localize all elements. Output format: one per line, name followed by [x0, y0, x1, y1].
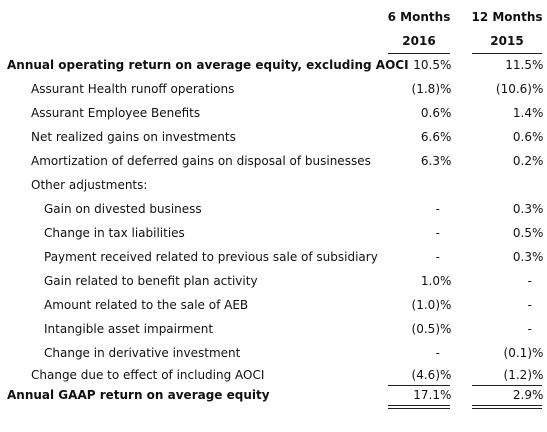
- col1-total-double-rule-bottom: [388, 408, 450, 409]
- table-row-total: Annual GAAP return on average equity 17.…: [0, 386, 547, 404]
- row-value-2015: -: [527, 322, 532, 336]
- row-label: Other adjustments:: [31, 178, 148, 192]
- table-row: Change in derivative investment - (0.1)%: [0, 344, 547, 362]
- row-value-2015: 0.3%: [512, 202, 544, 216]
- table-row: Intangible asset impairment (0.5)% -: [0, 320, 547, 338]
- row-value-2015: 11.5%: [505, 58, 544, 72]
- row-value-2016: -: [435, 226, 440, 240]
- table-row: Change in tax liabilities - 0.5%: [0, 224, 547, 242]
- row-label: Change in derivative investment: [44, 346, 241, 360]
- row-label: Gain on divested business: [44, 202, 202, 216]
- table-row: Annual operating return on average equit…: [0, 56, 547, 74]
- row-label: Change due to effect of including AOCI: [31, 368, 265, 382]
- row-value-2015: 0.6%: [512, 130, 544, 144]
- col1-header-year: 2016: [402, 34, 436, 48]
- row-label: Annual operating return on average equit…: [7, 58, 409, 72]
- table-row: Gain related to benefit plan activity 1.…: [0, 272, 547, 290]
- col1-header-period: 6 Months: [387, 10, 451, 24]
- row-value-2016: (1.8)%: [411, 82, 452, 96]
- table-row: Assurant Employee Benefits 0.6% 1.4%: [0, 104, 547, 122]
- row-value-2015: (0.1)%: [503, 346, 544, 360]
- row-value-2015: (10.6)%: [495, 82, 544, 96]
- row-value-2016: 0.6%: [420, 106, 452, 120]
- row-value-2015: (1.2)%: [503, 368, 544, 382]
- row-value-2015: 2.9%: [512, 388, 544, 402]
- col2-total-double-rule-bottom: [472, 408, 542, 409]
- row-label: Intangible asset impairment: [44, 322, 214, 336]
- row-value-2016: -: [435, 202, 440, 216]
- table-row: Amount related to the sale of AEB (1.0)%…: [0, 296, 547, 314]
- row-value-2016: (0.5)%: [411, 322, 452, 336]
- row-label: Amortization of deferred gains on dispos…: [31, 154, 371, 168]
- row-value-2016: 6.3%: [420, 154, 452, 168]
- table-row: Net realized gains on investments 6.6% 0…: [0, 128, 547, 146]
- table-row: Assurant Health runoff operations (1.8)%…: [0, 80, 547, 98]
- row-value-2016: -: [435, 346, 440, 360]
- col1-header-rule: [388, 53, 450, 54]
- table-row: Change due to effect of including AOCI (…: [0, 366, 547, 384]
- table-row: Payment received related to previous sal…: [0, 248, 547, 266]
- row-value-2016: 17.1%: [413, 388, 452, 402]
- row-value-2015: 1.4%: [512, 106, 544, 120]
- row-value-2016: (1.0)%: [411, 298, 452, 312]
- table-row: Gain on divested business - 0.3%: [0, 200, 547, 218]
- row-label: Gain related to benefit plan activity: [44, 274, 258, 288]
- col1-subtotal-rule: [388, 385, 450, 386]
- row-value-2016: -: [435, 250, 440, 264]
- row-label: Net realized gains on investments: [31, 130, 236, 144]
- table-row: Amortization of deferred gains on dispos…: [0, 152, 547, 170]
- row-value-2015: 0.2%: [512, 154, 544, 168]
- col2-total-double-rule-top: [472, 405, 542, 406]
- row-value-2015: -: [527, 274, 532, 288]
- row-label: Assurant Health runoff operations: [31, 82, 235, 96]
- table-row: Other adjustments:: [0, 176, 547, 194]
- col2-header-year: 2015: [490, 34, 524, 48]
- row-value-2016: 6.6%: [420, 130, 452, 144]
- row-label: Assurant Employee Benefits: [31, 106, 201, 120]
- row-value-2015: -: [527, 298, 532, 312]
- row-value-2016: 1.0%: [420, 274, 452, 288]
- row-value-2016: (4.6)%: [411, 368, 452, 382]
- row-label: Change in tax liabilities: [44, 226, 185, 240]
- col2-header-period: 12 Months: [471, 10, 543, 24]
- row-value-2016: 10.5%: [413, 58, 452, 72]
- row-label: Payment received related to previous sal…: [44, 250, 378, 264]
- col2-subtotal-rule: [472, 385, 542, 386]
- row-value-2015: 0.3%: [512, 250, 544, 264]
- row-label: Annual GAAP return on average equity: [7, 388, 270, 402]
- col1-total-double-rule-top: [388, 405, 450, 406]
- row-label: Amount related to the sale of AEB: [44, 298, 249, 312]
- row-value-2015: 0.5%: [512, 226, 544, 240]
- col2-header-rule: [472, 53, 542, 54]
